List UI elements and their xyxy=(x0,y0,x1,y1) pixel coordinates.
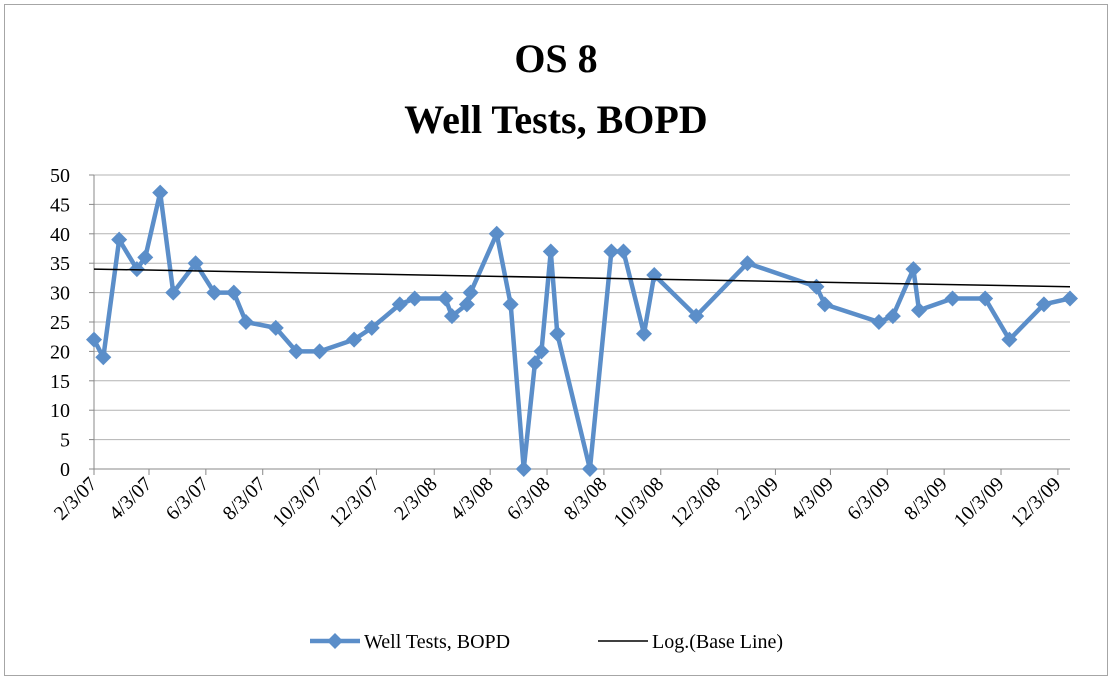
data-point xyxy=(615,243,632,260)
data-point xyxy=(267,319,284,336)
chart-title: OS 8 xyxy=(514,36,597,81)
y-tick-label: 10 xyxy=(50,400,70,422)
data-point xyxy=(816,296,833,313)
y-tick-label: 45 xyxy=(50,194,70,216)
data-point xyxy=(526,355,543,372)
y-tick-label: 40 xyxy=(50,224,70,246)
data-point xyxy=(288,343,305,360)
data-point xyxy=(688,308,705,325)
data-point xyxy=(870,314,887,330)
data-point xyxy=(206,284,223,301)
y-tick-label: 25 xyxy=(50,312,70,334)
legend-label: Log.(Base Line) xyxy=(652,631,783,653)
data-point xyxy=(437,290,454,307)
data-point xyxy=(443,308,460,325)
data-point xyxy=(406,290,423,307)
data-point xyxy=(635,325,652,342)
data-point xyxy=(462,284,479,301)
legend-marker xyxy=(327,633,343,649)
data-point xyxy=(95,349,112,366)
data-point xyxy=(346,331,363,348)
legend: Well Tests, BOPD Log.(Base Line) xyxy=(310,631,783,653)
y-tick-label: 35 xyxy=(50,253,70,275)
y-tick-label: 5 xyxy=(60,430,70,452)
data-point xyxy=(488,225,505,242)
y-tick-label: 30 xyxy=(50,283,70,305)
data-point xyxy=(905,261,922,278)
data-point xyxy=(549,325,566,342)
data-point xyxy=(137,249,154,266)
y-tick-label: 50 xyxy=(50,165,70,187)
y-tick-label: 0 xyxy=(60,459,70,481)
y-tick-label: 15 xyxy=(50,371,70,393)
data-point xyxy=(1062,290,1078,307)
data-point xyxy=(515,461,532,477)
data-point xyxy=(533,343,550,360)
data-point xyxy=(311,343,328,360)
data-point xyxy=(391,296,408,313)
data-point xyxy=(363,319,380,336)
data-point xyxy=(581,461,598,477)
data-point xyxy=(152,184,169,201)
chart-subtitle: Well Tests, BOPD xyxy=(404,97,707,142)
data-point xyxy=(458,296,475,313)
data-point xyxy=(977,290,994,307)
data-point xyxy=(1035,296,1052,313)
data-point xyxy=(225,284,242,301)
data-point xyxy=(944,290,961,307)
data-point xyxy=(542,243,559,260)
data-point xyxy=(86,331,102,348)
data-point xyxy=(187,255,204,272)
trend-line xyxy=(93,268,1071,288)
data-point xyxy=(111,231,128,248)
data-point xyxy=(237,314,254,330)
legend-label: Well Tests, BOPD xyxy=(364,631,510,653)
data-point xyxy=(603,243,620,260)
data-point xyxy=(910,302,927,319)
data-point xyxy=(739,255,756,272)
data-point xyxy=(502,296,519,313)
data-point xyxy=(165,284,182,301)
data-point xyxy=(128,261,145,278)
data-point xyxy=(1001,331,1018,348)
data-point xyxy=(884,308,901,325)
y-tick-label: 20 xyxy=(50,341,70,363)
